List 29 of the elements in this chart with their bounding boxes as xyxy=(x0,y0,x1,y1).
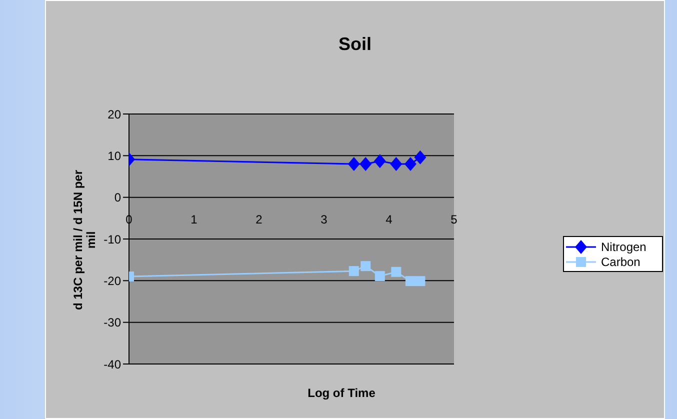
point xyxy=(390,157,402,171)
point xyxy=(348,157,360,171)
point xyxy=(404,157,416,171)
y-tick-label: -20 xyxy=(104,274,122,288)
x-axis-title: Log of Time xyxy=(306,386,376,400)
y-tick-label: 0 xyxy=(114,190,122,205)
point xyxy=(415,276,426,286)
y-tick-label: -10 xyxy=(104,232,122,246)
point xyxy=(391,266,402,277)
point xyxy=(360,261,371,272)
x-tick-label: 1 xyxy=(190,212,198,226)
y-tick-label: 20 xyxy=(108,107,122,122)
point xyxy=(374,271,385,282)
point xyxy=(405,276,416,286)
point xyxy=(360,157,372,171)
chart-title: Soil xyxy=(337,34,372,55)
point xyxy=(348,266,359,276)
point xyxy=(374,154,386,168)
x-tick-label: 5 xyxy=(450,212,458,226)
y-tick-label: 10 xyxy=(108,148,122,163)
point xyxy=(414,150,426,164)
y-tick-label: -40 xyxy=(104,357,122,372)
x-tick-label: 2 xyxy=(256,212,263,226)
y-tick-label: -30 xyxy=(104,316,122,330)
legend-label: Nitrogen xyxy=(601,240,646,254)
y-axis-title: d 13C per mil / d 15N per mil xyxy=(71,168,99,312)
x-tick-label: 4 xyxy=(386,212,393,226)
legend-label: Carbon xyxy=(601,254,640,268)
x-tick-label: 3 xyxy=(320,212,328,226)
